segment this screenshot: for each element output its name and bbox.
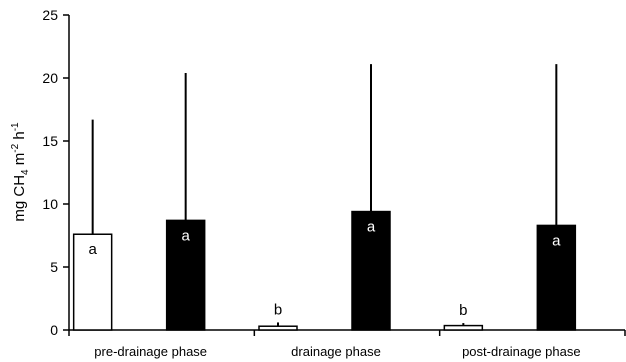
bar: [536, 224, 577, 331]
bar: [443, 324, 484, 331]
y-tick-label: 5: [50, 259, 58, 275]
x-tick-label: drainage phase: [291, 344, 381, 359]
bar: [72, 233, 113, 331]
y-axis-label: mg CH4 m-2 h-1: [10, 122, 31, 222]
bars: a b b a a a: [72, 64, 577, 331]
x-tick-label: post-drainage phase: [462, 344, 581, 359]
y-tick-label: 0: [50, 322, 58, 338]
y-tick-label: 25: [42, 7, 58, 23]
significance-label: b: [459, 302, 467, 319]
y-tick-label: 20: [42, 70, 58, 86]
significance-label: b: [274, 301, 282, 318]
bar: [351, 210, 391, 331]
y-axis-title: mg CH4 m-2 h-1: [10, 122, 31, 222]
bar: [165, 219, 206, 331]
significance-label: a: [181, 227, 190, 244]
significance-label: a: [367, 219, 376, 236]
x-axis: pre-drainage phase drainage phase post-dra…: [68, 329, 626, 359]
bar: [258, 325, 298, 331]
significance-label: a: [88, 241, 97, 258]
y-tick-label: 10: [42, 196, 58, 212]
x-tick-label: pre-drainage phase: [94, 344, 207, 359]
y-axis: 0 5 10 15 20 25: [42, 7, 70, 338]
significance-label: a: [552, 232, 561, 249]
y-tick-label: 15: [42, 133, 58, 149]
